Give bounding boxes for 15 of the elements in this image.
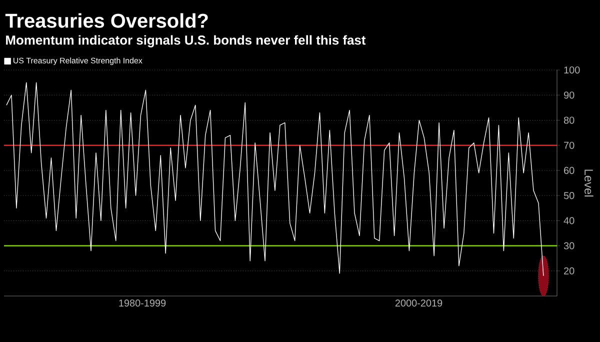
y-tick-label: 30 [564,242,574,250]
y-axis-title: Level [584,170,594,196]
text: 2000-2019 [395,300,442,307]
y-tick-label: 80 [564,116,574,124]
y-tick-label: 100 [564,66,580,74]
y-tick-label: 20 [564,267,574,274]
line-series [6,82,544,276]
chart-title: Treasuries Oversold? [5,13,208,28]
y-tick-label: 50 [564,192,574,200]
y-tick-label: 70 [564,142,574,149]
y-tick-label: 90 [564,92,574,99]
y-tick-label: 40 [564,217,574,224]
text: 1980-1999 [119,300,166,307]
chart-subtitle: Momentum indicator signals U.S. bonds never fell this fast [6,35,366,48]
y-tick-label: 60 [564,166,574,174]
